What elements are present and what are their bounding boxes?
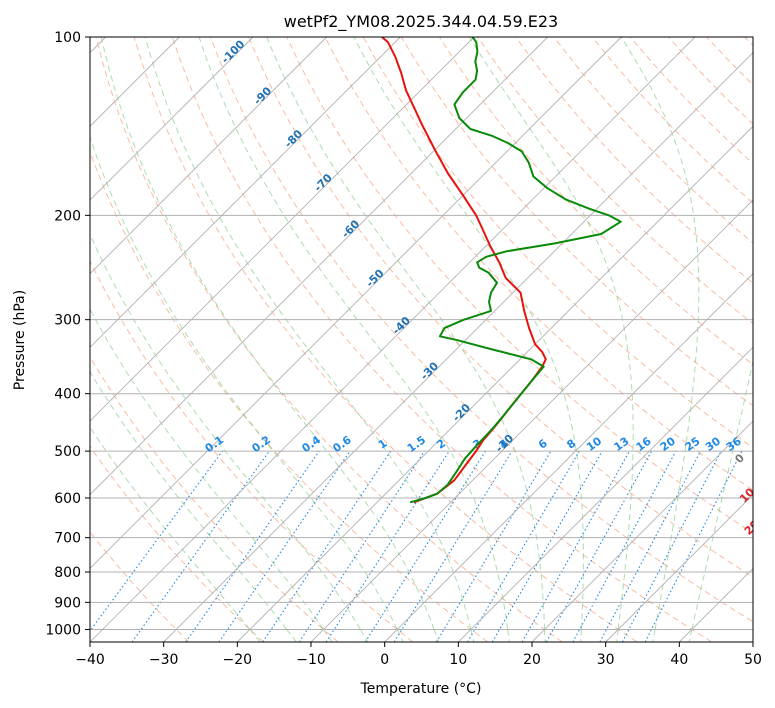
- moist-adiabat-line: [652, 629, 656, 642]
- y-tick-label: 600: [54, 491, 81, 507]
- x-tick-label: 20: [523, 652, 541, 668]
- moist-adiabat-line: [323, 629, 333, 642]
- moist-adiabat-line: [688, 629, 693, 642]
- x-tick-label: −20: [223, 652, 253, 668]
- isotherm-line: [90, 37, 254, 201]
- moist-adiabat-line: [90, 308, 324, 630]
- mixing-ratio-line: [325, 450, 450, 642]
- moist-adiabat-line: [620, 37, 700, 630]
- y-tick-label: 800: [54, 565, 81, 581]
- x-axis-ticks: −40 −30 −20 −10 0 10 20 30 40 50: [75, 642, 762, 668]
- moist-adiabat-line: [507, 629, 510, 642]
- y-tick-label: 100: [54, 30, 81, 46]
- isotherm-line: [310, 199, 753, 642]
- isotherm-line: [90, 37, 548, 496]
- y-tick-label: 700: [54, 531, 81, 547]
- y-tick-label: 1000: [45, 622, 81, 638]
- chart-title: wetPf2_YM08.2025.344.04.59.E23: [284, 12, 558, 32]
- isobars: [90, 37, 753, 630]
- moist-adiabat-line: [691, 358, 753, 630]
- y-axis-ticks: 100 200 300 400 500 600 700 800 900 1000: [45, 30, 90, 638]
- isotherm-line: [90, 37, 475, 422]
- dry-adiabat-line: [248, 37, 753, 578]
- y-tick-label: 400: [54, 387, 81, 403]
- dry-adiabat-line: [324, 37, 753, 491]
- isotherm-line: [384, 273, 753, 642]
- mixing-ratio-line: [572, 450, 677, 642]
- temperature-profile-line: [381, 37, 547, 504]
- mixing-ratio-line: [185, 450, 320, 642]
- moist-adiabat-line: [353, 37, 584, 630]
- mixing-ratio-line: [467, 450, 580, 642]
- isotherm-line: [531, 420, 753, 642]
- moist-adiabat-line: [580, 629, 582, 642]
- moist-adiabat-line: [90, 135, 398, 630]
- isotherm-line: [90, 37, 327, 275]
- y-tick-label: 900: [54, 595, 81, 611]
- dry-adiabat-line: [90, 259, 414, 642]
- y-tick-label: 200: [54, 208, 81, 224]
- mixing-ratio-line: [435, 450, 552, 642]
- x-tick-label: 40: [670, 652, 688, 668]
- moist-adiabat-line: [198, 37, 509, 630]
- sounding-profiles: [381, 37, 622, 504]
- moist-adiabat-line: [359, 629, 369, 642]
- x-axis-label: Temperature (°C): [360, 681, 482, 697]
- isotherm-line: [90, 37, 696, 642]
- moist-adiabat-line: [249, 629, 261, 642]
- plot-frame: [89, 36, 754, 643]
- moist-adiabat-line: [470, 629, 475, 642]
- x-tick-label: −10: [296, 652, 326, 668]
- moist-adiabat-line: [616, 629, 619, 642]
- dry-adiabat-line: [95, 37, 563, 642]
- mixing-ratio-line: [491, 450, 603, 642]
- isotherm-line: [90, 37, 622, 569]
- mixing-ratio-line: [364, 450, 486, 642]
- x-tick-label: 0: [380, 652, 389, 668]
- skewed-isotherms: [90, 37, 753, 642]
- dry-adiabat-line: [210, 37, 753, 623]
- x-tick-label: 50: [744, 652, 762, 668]
- moist-adiabat-line: [90, 232, 361, 630]
- dry-adiabat-line: [133, 37, 638, 642]
- isotherm-line: [163, 52, 753, 642]
- dry-adiabat-line: [90, 356, 339, 642]
- y-tick-label: 500: [54, 444, 81, 460]
- moist-adiabat-line: [469, 37, 634, 630]
- x-tick-label: −30: [149, 652, 179, 668]
- mixing-ratio-line: [393, 450, 513, 642]
- x-tick-label: −40: [75, 652, 105, 668]
- moist-adiabat-label: 30: [750, 546, 770, 566]
- moist-adiabat-line: [90, 370, 288, 630]
- y-axis-label: Pressure (hPa): [12, 290, 28, 390]
- dewpoint-profile-line: [409, 37, 622, 504]
- moist-adiabats: [90, 37, 753, 642]
- moist-adiabat-line: [433, 629, 439, 642]
- moist-adiabat-line: [266, 37, 546, 630]
- dry-adiabats: [90, 37, 753, 642]
- moist-adiabat-line: [90, 426, 251, 630]
- mixing-ratio-lines: [90, 450, 743, 642]
- dry-adiabat-line: [90, 445, 264, 642]
- moist-adiabat-line: [144, 37, 472, 630]
- dry-adiabat-line: [286, 37, 753, 534]
- dry-adiabat-line: [171, 37, 712, 642]
- x-tick-label: 10: [449, 652, 467, 668]
- moist-adiabat-line: [100, 37, 435, 630]
- isotherm-line: [458, 346, 753, 642]
- isotherm-line: [237, 125, 753, 642]
- dry-adiabat-line: [515, 37, 753, 284]
- mixing-ratio-line: [521, 450, 630, 642]
- mixing-ratio-line: [218, 450, 351, 642]
- moist-adiabat-line: [286, 629, 297, 642]
- isotherm-line: [90, 37, 401, 348]
- moist-adiabat-line: [396, 629, 404, 642]
- x-tick-label: 30: [597, 652, 615, 668]
- moist-adiabat-label: 20: [742, 517, 762, 537]
- isotherm-line: [605, 494, 753, 642]
- y-tick-label: 300: [54, 313, 81, 329]
